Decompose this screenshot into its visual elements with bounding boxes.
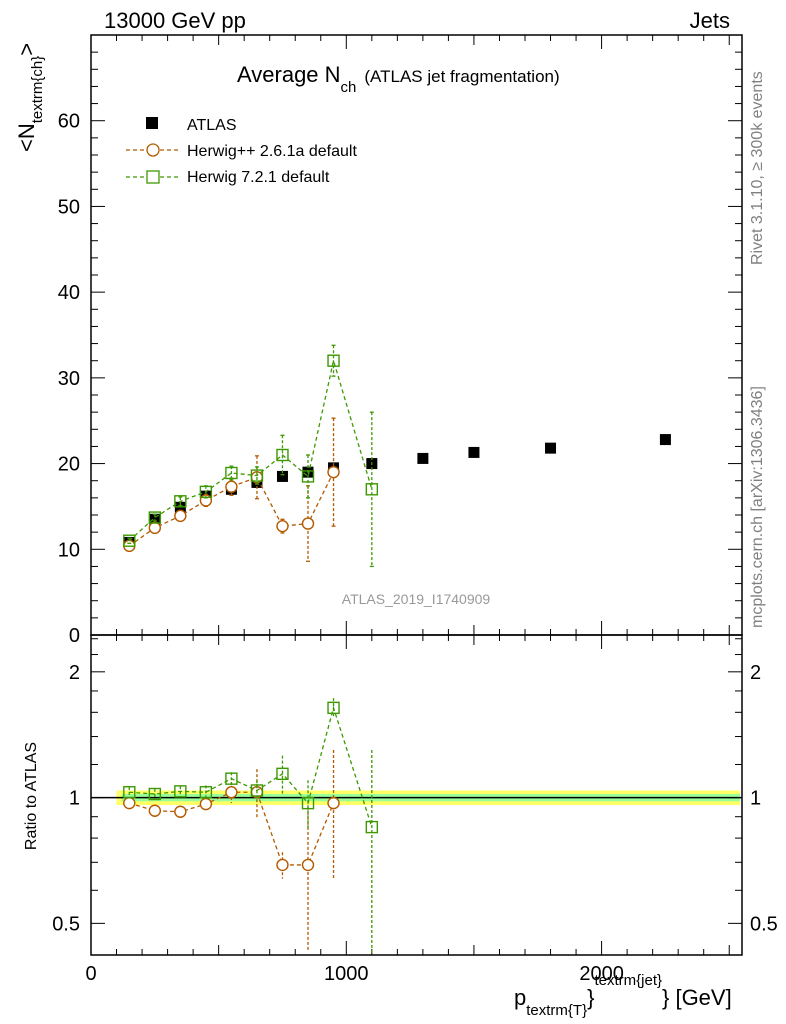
herwigpp-ratio-point <box>225 786 238 799</box>
herwigpp-ratio-point <box>148 804 162 817</box>
herwigpp-data-point <box>174 509 187 523</box>
x-tick-label: 1000 <box>324 963 369 985</box>
herwig7-ratio-point <box>123 786 136 799</box>
atlas-data-point <box>545 442 557 454</box>
y-tick-label: 10 <box>58 539 80 561</box>
analysis-id-watermark: ATLAS_2019_I1740909 <box>342 591 491 607</box>
atlas-data-point <box>276 470 288 482</box>
chart-title: Average Nch(ATLAS jet fragmentation) <box>237 62 560 96</box>
axes-layer: 0 1000 2000 0 10 20 30 40 50 60 0.5 0.5 1 1 2 2 <box>52 34 778 985</box>
herwig7-line <box>128 358 373 542</box>
herwigpp-data-point <box>148 521 162 535</box>
ratio-y-axis-label: Ratio to ATLAS <box>23 742 40 850</box>
x-tick-label: 2000 <box>579 963 624 985</box>
y-axis-label: <Ntextrm{ch}> <box>14 43 46 152</box>
herwig7-data-point <box>174 495 187 508</box>
herwig7-data-point <box>327 354 340 367</box>
herwig7-ratio-point <box>276 767 289 781</box>
header-energy-label: 13000 GeV pp <box>104 8 246 33</box>
herwigpp-ratio-point <box>301 858 315 872</box>
legend-label-atlas: ATLAS <box>187 117 237 134</box>
ratio-panel-frame <box>90 634 743 956</box>
x-axis-label: ptextrm{T}}textrm{jet}} [GeV] <box>514 972 732 1019</box>
ratio-tick-label-left: 1 <box>69 788 80 810</box>
herwig7-data-point <box>276 448 289 462</box>
legend: ATLAS Herwig++ 2.6.1a default Herwig 7.2… <box>126 117 357 186</box>
y-tick-label: 40 <box>58 282 80 304</box>
y-tick-label: 30 <box>58 368 80 390</box>
herwig7-data-point <box>199 485 213 499</box>
herwigpp-data-point <box>327 465 340 479</box>
herwigpp-ratio-point <box>199 797 213 811</box>
herwig7-ratio-point <box>199 786 213 799</box>
legend-label-herwig7: Herwig 7.2.1 default <box>187 169 330 186</box>
herwig7-ratio-point <box>174 785 187 798</box>
data-layer <box>123 344 671 955</box>
rivet-version-label: Rivet 3.1.10, ≥ 300k events <box>749 71 766 265</box>
ratio-tick-label-right: 0.5 <box>750 913 778 935</box>
herwigpp-data-point <box>301 517 315 530</box>
y-tick-label: 50 <box>58 196 80 218</box>
ratio-tick-label-right: 2 <box>750 662 761 684</box>
y-tick-label: 60 <box>58 111 80 133</box>
herwig7-ratio-point <box>327 701 340 715</box>
mcplots-reference-label: mcplots.cern.ch [arXiv:1306.3436] <box>749 386 766 628</box>
herwig7-ratio-point <box>301 796 315 810</box>
atlas-data-point <box>468 446 480 458</box>
herwig7-data-point <box>365 483 379 496</box>
herwigpp-ratio-point <box>123 796 136 810</box>
y-tick-label: 20 <box>58 454 80 476</box>
herwig7-ratio-point <box>250 784 264 797</box>
ratio-tick-label-right: 1 <box>750 788 761 810</box>
legend-marker-herwigpp <box>146 143 160 157</box>
herwigpp-ratio-point <box>174 805 187 818</box>
ratio-tick-label-left: 0.5 <box>52 913 80 935</box>
legend-marker-herwig7 <box>146 170 160 184</box>
herwig7-ratio-line <box>129 705 373 828</box>
herwig7-ratio-point <box>148 787 162 801</box>
herwigpp-data-point <box>225 480 238 493</box>
herwig7-data-point <box>250 469 264 482</box>
herwig7-ratio-point <box>365 820 379 834</box>
herwigpp-ratio-point <box>327 796 340 810</box>
herwigpp-line <box>128 471 335 547</box>
herwig7-data-point <box>148 511 162 524</box>
herwig7-data-point <box>123 534 136 547</box>
legend-label-herwigpp: Herwig++ 2.6.1a default <box>187 143 357 160</box>
herwigpp-ratio-point <box>276 858 289 872</box>
y-tick-label: 0 <box>69 625 80 647</box>
legend-marker-atlas <box>146 117 158 129</box>
herwig7-data-point <box>225 466 238 480</box>
atlas-data-point <box>659 434 671 446</box>
herwig7-data-point <box>301 470 315 483</box>
ratio-tick-label-left: 2 <box>69 662 80 684</box>
x-tick-label: 0 <box>85 963 96 985</box>
header-jets-label: Jets <box>690 8 730 33</box>
herwig7-ratio-point <box>225 772 238 785</box>
herwigpp-data-point <box>276 519 289 533</box>
atlas-data-point <box>417 452 429 464</box>
